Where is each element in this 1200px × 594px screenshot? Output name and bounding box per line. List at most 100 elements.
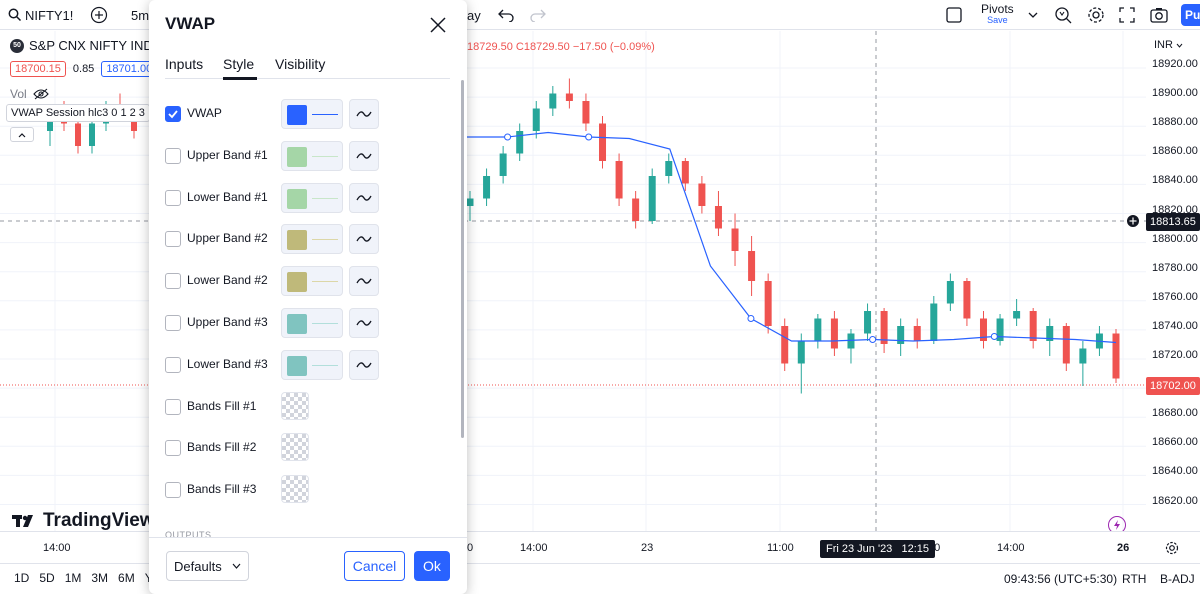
square-icon <box>946 7 962 23</box>
interval-button[interactable]: 5m <box>131 7 150 23</box>
plus-circle-icon <box>90 6 108 24</box>
vwap-session-marker <box>869 336 877 343</box>
compare-button[interactable] <box>90 0 108 30</box>
clock[interactable]: 09:43:56 (UTC+5:30) <box>1004 572 1118 586</box>
line-preview <box>312 364 338 366</box>
bid-price-button[interactable]: 18700.15 <box>10 61 66 77</box>
plot-style-button[interactable] <box>349 140 379 171</box>
quick-search-button[interactable] <box>1054 0 1072 30</box>
style-checkbox[interactable] <box>165 398 181 415</box>
time-tick-5: 26 <box>1117 542 1130 554</box>
range-button-6m[interactable]: 6M <box>118 571 135 585</box>
color-swatch <box>287 230 307 251</box>
style-checkbox[interactable] <box>165 356 181 373</box>
candle-body <box>797 341 805 364</box>
time-tick-suffix: :00 <box>925 542 941 554</box>
color-picker-button[interactable] <box>281 99 343 129</box>
style-checkbox[interactable] <box>165 440 181 457</box>
price-tick: 18680.00 <box>1152 407 1198 420</box>
currency-text: INR <box>1154 39 1173 51</box>
style-checkbox[interactable] <box>165 315 181 331</box>
line-preview <box>312 239 338 241</box>
chevron-up-icon <box>18 132 26 137</box>
style-checkbox[interactable] <box>165 273 181 290</box>
price-tick: 18620.00 <box>1152 494 1198 507</box>
style-row-label: Bands Fill #3 <box>187 482 257 497</box>
collapse-legend-button[interactable] <box>10 127 34 142</box>
settings-button[interactable] <box>1087 0 1105 30</box>
tab-style[interactable]: Style <box>223 56 255 72</box>
style-row-label: Lower Band #1 <box>187 189 268 204</box>
camera-icon <box>1150 8 1168 23</box>
add-price-plus-button[interactable] <box>1126 214 1140 228</box>
color-picker-button[interactable] <box>281 182 343 213</box>
range-button-1m[interactable]: 1M <box>64 571 82 585</box>
color-swatch <box>287 105 307 125</box>
color-picker-button[interactable] <box>281 140 343 171</box>
style-checkbox[interactable] <box>165 189 181 206</box>
style-row: Upper Band #2 <box>165 224 405 255</box>
plot-style-button[interactable] <box>349 182 379 213</box>
color-picker-button[interactable] <box>281 349 343 380</box>
style-row-label: Upper Band #2 <box>187 231 268 246</box>
ok-button[interactable]: Ok <box>414 551 450 581</box>
plus-icon <box>1129 217 1137 225</box>
layout-name-button[interactable]: Pivots Save <box>981 0 1014 30</box>
range-button-1d[interactable]: 1D <box>14 571 30 585</box>
plot-style-button[interactable] <box>349 308 379 338</box>
price-tick: 18840.00 <box>1152 174 1198 187</box>
gear-icon[interactable] <box>1165 541 1179 555</box>
eye-off-icon[interactable] <box>32 88 49 100</box>
redo-button[interactable] <box>530 0 546 30</box>
style-checkbox[interactable] <box>165 106 181 122</box>
defaults-dropdown[interactable]: Defaults <box>166 551 249 581</box>
color-picker-button[interactable] <box>281 266 343 297</box>
tab-inputs[interactable]: Inputs <box>165 56 204 72</box>
candle-body <box>681 161 689 184</box>
chevron-down-icon <box>1176 43 1183 48</box>
layout-button[interactable] <box>946 0 962 30</box>
plot-style-button[interactable] <box>349 349 379 380</box>
candle-body <box>748 251 756 281</box>
line-style-icon <box>356 320 372 326</box>
range-button-5d[interactable]: 5D <box>39 571 55 585</box>
price-tick: 18720.00 <box>1152 349 1198 361</box>
style-checkbox[interactable] <box>165 231 181 248</box>
price-axis[interactable]: INR 18920.00 18900.00 18880.00 18860.00 1884… <box>1146 31 1200 531</box>
tab-visibility[interactable]: Visibility <box>275 56 326 72</box>
plot-style-button[interactable] <box>349 99 379 129</box>
tradingview-wordmark: TradingView <box>43 510 155 531</box>
style-checkbox[interactable] <box>165 482 181 499</box>
style-row: VWAP <box>165 99 405 129</box>
symbol-search-button[interactable]: NIFTY1! <box>8 0 73 30</box>
active-tab-indicator <box>223 77 257 80</box>
candle-body <box>599 123 607 161</box>
plot-style-button[interactable] <box>349 266 379 297</box>
range-button-3m[interactable]: 3M <box>91 571 109 585</box>
session-button[interactable]: RTH <box>1122 572 1147 586</box>
dialog-scrollbar[interactable] <box>461 80 464 438</box>
color-picker-button[interactable] <box>281 308 343 338</box>
time-tick-3: 11:00 <box>767 542 794 554</box>
layout-menu-button[interactable] <box>1028 0 1038 30</box>
undo-button[interactable] <box>498 0 514 30</box>
style-checkbox[interactable] <box>165 147 181 164</box>
fill-color-button[interactable] <box>281 433 309 462</box>
color-picker-button[interactable] <box>281 224 343 255</box>
fill-color-button[interactable] <box>281 391 309 420</box>
currency-label[interactable]: INR <box>1154 39 1183 51</box>
fullscreen-button[interactable] <box>1119 0 1135 30</box>
candle-body <box>516 131 524 154</box>
fill-color-button[interactable] <box>281 475 309 504</box>
candle-body <box>1062 326 1070 364</box>
style-row-label: Bands Fill #1 <box>187 398 257 413</box>
cancel-button[interactable]: Cancel <box>344 551 405 581</box>
replay-button-label[interactable]: ay <box>467 7 481 23</box>
adjustment-button[interactable]: B-ADJ <box>1160 572 1195 586</box>
candle-body <box>89 123 95 146</box>
publish-button[interactable]: Pu <box>1181 0 1200 30</box>
snapshot-button[interactable] <box>1150 0 1168 30</box>
vwap-legend[interactable]: VWAP Session hlc3 0 1 2 3 <box>6 104 150 122</box>
close-icon[interactable] <box>427 14 449 36</box>
plot-style-button[interactable] <box>349 224 379 255</box>
